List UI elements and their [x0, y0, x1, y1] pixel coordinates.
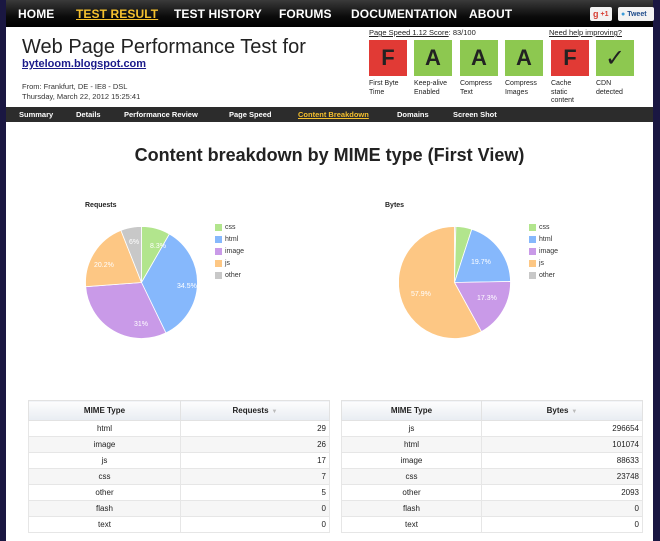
tweet-button[interactable]: ● Tweet — [618, 7, 654, 21]
google-plus-icon: g — [593, 9, 599, 19]
svg-text:57.9%: 57.9% — [411, 291, 431, 298]
column-header-bytes[interactable]: Bytes ▼ — [481, 400, 643, 421]
tab-details[interactable]: Details — [76, 110, 101, 119]
column-header-mime-type[interactable]: MIME Type — [28, 400, 181, 421]
grade-label: Compress Text — [460, 80, 492, 96]
svg-text:20.2%: 20.2% — [94, 262, 114, 269]
twitter-bird-icon: ● — [621, 10, 626, 18]
grade-compress-images[interactable]: A — [505, 40, 543, 76]
table-row: js 296654 — [341, 420, 643, 437]
bytes-table: MIME Type Bytes ▼ js 296654 html 101074 ima… — [341, 400, 643, 533]
bytes-chart-title: Bytes — [385, 202, 405, 209]
legend-item-other: other — [529, 269, 558, 281]
requests-chart-title: Requests — [85, 202, 117, 209]
bytes-pie-chart: 19.7% 17.3% 57.9% — [399, 226, 511, 339]
svg-text:31%: 31% — [134, 321, 148, 328]
table-row: flash 0 — [341, 500, 643, 517]
table-row: text 0 — [341, 516, 643, 533]
grade-label: Cache static content — [551, 80, 574, 104]
table-row: css 23748 — [341, 468, 643, 485]
grade-first-byte-time[interactable]: F — [369, 40, 407, 76]
sort-desc-icon: ▼ — [271, 409, 278, 415]
cdn-check-icon[interactable]: ✓ — [596, 40, 634, 76]
nav-test-result[interactable]: TEST RESULT — [76, 7, 159, 21]
legend-item-css: css — [529, 221, 558, 233]
legend-item-js: js — [529, 257, 558, 269]
need-help-link[interactable]: Need help improving? — [549, 28, 622, 37]
requests-table: MIME Type Requests ▼ html 29 image 26 js 17 … — [28, 400, 330, 533]
page-speed-link[interactable]: Page Speed 1.12 Score — [369, 28, 449, 37]
grade-cache-static[interactable]: F — [551, 40, 589, 76]
grade-label: First Byte Time — [369, 80, 399, 96]
page-title: Web Page Performance Test for — [22, 36, 306, 58]
tab-page-speed[interactable]: Page Speed — [229, 110, 272, 119]
column-header-mime-type[interactable]: MIME Type — [341, 400, 482, 421]
svg-text:34.5%: 34.5% — [177, 283, 197, 290]
table-row: other 5 — [28, 484, 330, 501]
nav-documentation[interactable]: DOCUMENTATION — [351, 7, 458, 21]
requests-legend: css html image js other — [215, 221, 244, 281]
grade-keep-alive[interactable]: A — [414, 40, 452, 76]
tab-summary[interactable]: Summary — [19, 110, 54, 119]
top-navigation: HOME TEST RESULT TEST HISTORY FORUMS DOC… — [6, 0, 654, 27]
tab-performance-review[interactable]: Performance Review — [124, 110, 198, 119]
grade-label: Keep-alive Enabled — [414, 80, 448, 96]
table-row: html 29 — [28, 420, 330, 437]
column-header-requests[interactable]: Requests ▼ — [180, 400, 330, 421]
table-row: css 7 — [28, 468, 330, 485]
google-plus-button[interactable]: g +1 — [590, 7, 612, 21]
grade-compress-text[interactable]: A — [460, 40, 498, 76]
table-row: image 26 — [28, 436, 330, 453]
legend-item-image: image — [215, 245, 244, 257]
legend-item-html: html — [529, 233, 558, 245]
legend-item-other: other — [215, 269, 244, 281]
nav-forums[interactable]: FORUMS — [279, 7, 332, 21]
legend-item-css: css — [215, 221, 244, 233]
table-row: text 0 — [28, 516, 330, 533]
requests-pie-chart: 8.3% 34.5% 31% 20.2% 6% — [85, 226, 198, 339]
section-title: Content breakdown by MIME type (First Vi… — [134, 145, 525, 165]
tested-site-link[interactable]: byteloom.blogspot.com — [22, 58, 147, 70]
legend-item-html: html — [215, 233, 244, 245]
test-location: From: Frankfurt, DE - IE8 - DSL — [22, 82, 128, 91]
svg-text:17.3%: 17.3% — [477, 295, 497, 302]
svg-text:6%: 6% — [129, 239, 139, 246]
tab-domains[interactable]: Domains — [397, 110, 429, 119]
nav-test-history[interactable]: TEST HISTORY — [174, 7, 262, 21]
grade-label: Compress Images — [505, 80, 537, 96]
table-row: flash 0 — [28, 500, 330, 517]
grade-label: CDN detected — [596, 80, 623, 96]
content-area: Content breakdown by MIME type (First Vi… — [6, 122, 653, 541]
legend-item-image: image — [529, 245, 558, 257]
nav-home[interactable]: HOME — [18, 7, 55, 21]
bytes-legend: css html image js other — [529, 221, 558, 281]
page-speed-score: Page Speed 1.12 Score: 83/100 — [369, 28, 476, 37]
test-header: Web Page Performance Test for byteloom.b… — [6, 27, 653, 107]
nav-about[interactable]: ABOUT — [469, 7, 513, 21]
sort-desc-icon: ▼ — [571, 409, 578, 415]
tab-screen-shot[interactable]: Screen Shot — [453, 110, 497, 119]
table-row: other 2093 — [341, 484, 643, 501]
tab-content-breakdown[interactable]: Content Breakdown — [298, 110, 369, 119]
svg-text:8.3%: 8.3% — [150, 243, 166, 250]
svg-text:19.7%: 19.7% — [471, 259, 491, 266]
table-row: image 88633 — [341, 452, 643, 469]
table-row: js 17 — [28, 452, 330, 469]
test-date: Thursday, March 22, 2012 15:25:41 — [22, 92, 141, 101]
table-row: html 101074 — [341, 436, 643, 453]
result-tabs: Summary Details Performance Review Page … — [6, 107, 653, 122]
legend-item-js: js — [215, 257, 244, 269]
